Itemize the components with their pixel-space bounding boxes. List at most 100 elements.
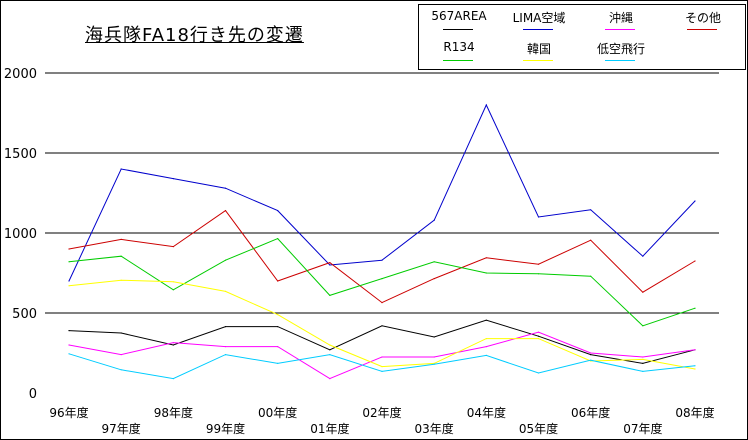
data-point (485, 319, 487, 321)
data-point (485, 272, 487, 274)
data-point (224, 290, 227, 292)
data-point (329, 264, 331, 266)
data-point (172, 178, 174, 180)
legend-swatch (605, 29, 635, 30)
y-tick-label: 1000 (4, 227, 37, 242)
data-point (329, 262, 331, 264)
data-point (694, 200, 696, 202)
x-tick-label: 08年度 (675, 405, 714, 420)
y-tick-label: 0 (29, 387, 37, 402)
data-point (433, 356, 435, 358)
x-tick-label: 96年度 (49, 405, 88, 420)
legend-item: LIMA空域 (499, 5, 579, 35)
data-point (172, 378, 174, 380)
data-point (590, 209, 592, 211)
data-point (590, 352, 592, 354)
y-tick-label: 500 (12, 307, 37, 322)
data-point (537, 338, 540, 340)
data-point (642, 362, 644, 364)
x-tick-label: 01年度 (310, 421, 349, 436)
data-point (694, 368, 696, 370)
data-point (694, 349, 696, 351)
legend-swatch (687, 29, 717, 30)
data-point (381, 278, 383, 280)
data-point (485, 104, 487, 106)
x-tick-label: 04年度 (467, 405, 506, 420)
data-point (224, 187, 227, 189)
data-point (277, 280, 279, 282)
x-tick-label: 07年度 (623, 421, 662, 436)
data-point (120, 168, 122, 170)
data-point (590, 239, 592, 241)
series-line-3 (68, 209, 696, 304)
legend-item: 567AREA (419, 5, 499, 35)
data-point (277, 362, 279, 364)
data-point (224, 346, 227, 348)
data-point (642, 291, 644, 293)
data-point (485, 338, 487, 340)
data-point (329, 294, 331, 296)
data-point (277, 210, 279, 212)
data-point (590, 354, 592, 356)
legend-label: LIMA空域 (512, 11, 566, 25)
data-point (642, 255, 644, 257)
legend-label: 沖縄 (608, 11, 633, 25)
data-point (172, 344, 174, 346)
legend-item: 韓国 (499, 36, 579, 66)
data-point (381, 302, 383, 304)
data-point (433, 363, 435, 365)
x-tick-label: 06年度 (571, 405, 610, 420)
data-point (277, 238, 279, 240)
legend-label: その他 (684, 11, 721, 25)
data-point (68, 261, 70, 263)
legend-item: その他 (663, 5, 743, 35)
legend-label: 韓国 (526, 42, 551, 56)
data-point (224, 210, 227, 212)
data-point (381, 356, 383, 358)
data-point (224, 259, 227, 261)
data-point (277, 314, 279, 316)
data-point (642, 358, 644, 360)
data-point (433, 219, 435, 221)
data-point (485, 257, 487, 259)
data-point (381, 259, 383, 261)
y-tick-label: 1500 (4, 147, 37, 162)
legend-swatch (443, 29, 473, 30)
legend-label: R134 (443, 40, 475, 54)
data-point (329, 349, 331, 351)
x-tick-label: 05年度 (519, 421, 558, 436)
data-point (120, 238, 122, 240)
legend-swatch (523, 29, 553, 30)
data-point (172, 281, 174, 283)
data-point (537, 216, 540, 218)
data-point (537, 335, 540, 337)
series-line-1 (68, 103, 696, 282)
data-point (68, 285, 70, 287)
data-point (329, 378, 331, 380)
data-point (277, 346, 279, 348)
data-point (433, 261, 435, 263)
data-point (224, 326, 227, 328)
data-point (642, 370, 644, 372)
data-point (329, 354, 331, 356)
data-point (694, 365, 696, 367)
data-point (537, 331, 540, 333)
data-point (485, 354, 487, 356)
data-point (433, 336, 435, 338)
data-point (537, 263, 540, 265)
legend-label: 低空飛行 (596, 42, 645, 56)
data-point (68, 344, 70, 346)
data-point (277, 326, 279, 328)
data-point (224, 354, 227, 356)
data-point (537, 273, 540, 275)
data-point (642, 356, 644, 358)
legend-label: 567AREA (431, 9, 487, 23)
x-tick-label: 00年度 (258, 405, 297, 420)
data-point (68, 330, 70, 332)
data-point (381, 370, 383, 372)
chart-title: 海兵隊FA18行き先の変遷 (85, 25, 304, 46)
y-tick-label: 2000 (4, 67, 37, 82)
data-point (68, 353, 70, 355)
data-point (590, 275, 592, 277)
